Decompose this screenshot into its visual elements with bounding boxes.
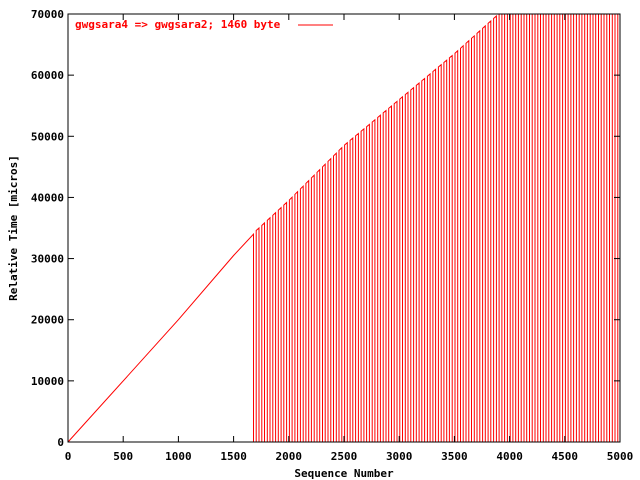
x-tick-label: 5000 [607, 450, 634, 463]
y-axis: 0 10000 20000 30000 40000 50000 60000 70000 [31, 8, 620, 449]
x-tick-label: 1500 [220, 450, 247, 463]
data-layer [67, 13, 619, 443]
x-tick-label: 4000 [496, 450, 523, 463]
x-tick-label: 0 [65, 450, 72, 463]
x-tick-label: 3500 [441, 450, 468, 463]
legend-entry-label: gwgsara4 => gwgsara2; 1460 byte [75, 18, 281, 31]
y-tick-label: 40000 [31, 191, 64, 204]
y-tick-label: 10000 [31, 375, 64, 388]
x-tick-label: 500 [113, 450, 133, 463]
x-tick-label: 2000 [276, 450, 303, 463]
legend: gwgsara4 => gwgsara2; 1460 byte [75, 18, 333, 31]
y-tick-label: 0 [57, 436, 64, 449]
x-tick-label: 1000 [165, 450, 192, 463]
x-tick-label: 4500 [552, 450, 579, 463]
y-tick-label: 60000 [31, 69, 64, 82]
y-tick-label: 50000 [31, 130, 64, 143]
x-axis-label: Sequence Number [294, 467, 394, 480]
series-line [67, 13, 619, 443]
x-tick-label: 2500 [331, 450, 358, 463]
y-tick-label: 70000 [31, 8, 64, 21]
y-tick-label: 30000 [31, 253, 64, 266]
x-tick-label: 3000 [386, 450, 413, 463]
x-axis: 0 500 1000 1500 2000 2500 3000 3500 4000 4500 5000 [65, 14, 634, 463]
y-axis-label: Relative Time [micros] [7, 155, 20, 301]
y-tick-label: 20000 [31, 314, 64, 327]
